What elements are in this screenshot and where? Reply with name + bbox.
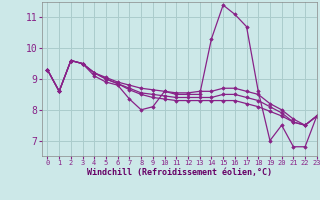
- X-axis label: Windchill (Refroidissement éolien,°C): Windchill (Refroidissement éolien,°C): [87, 168, 272, 177]
